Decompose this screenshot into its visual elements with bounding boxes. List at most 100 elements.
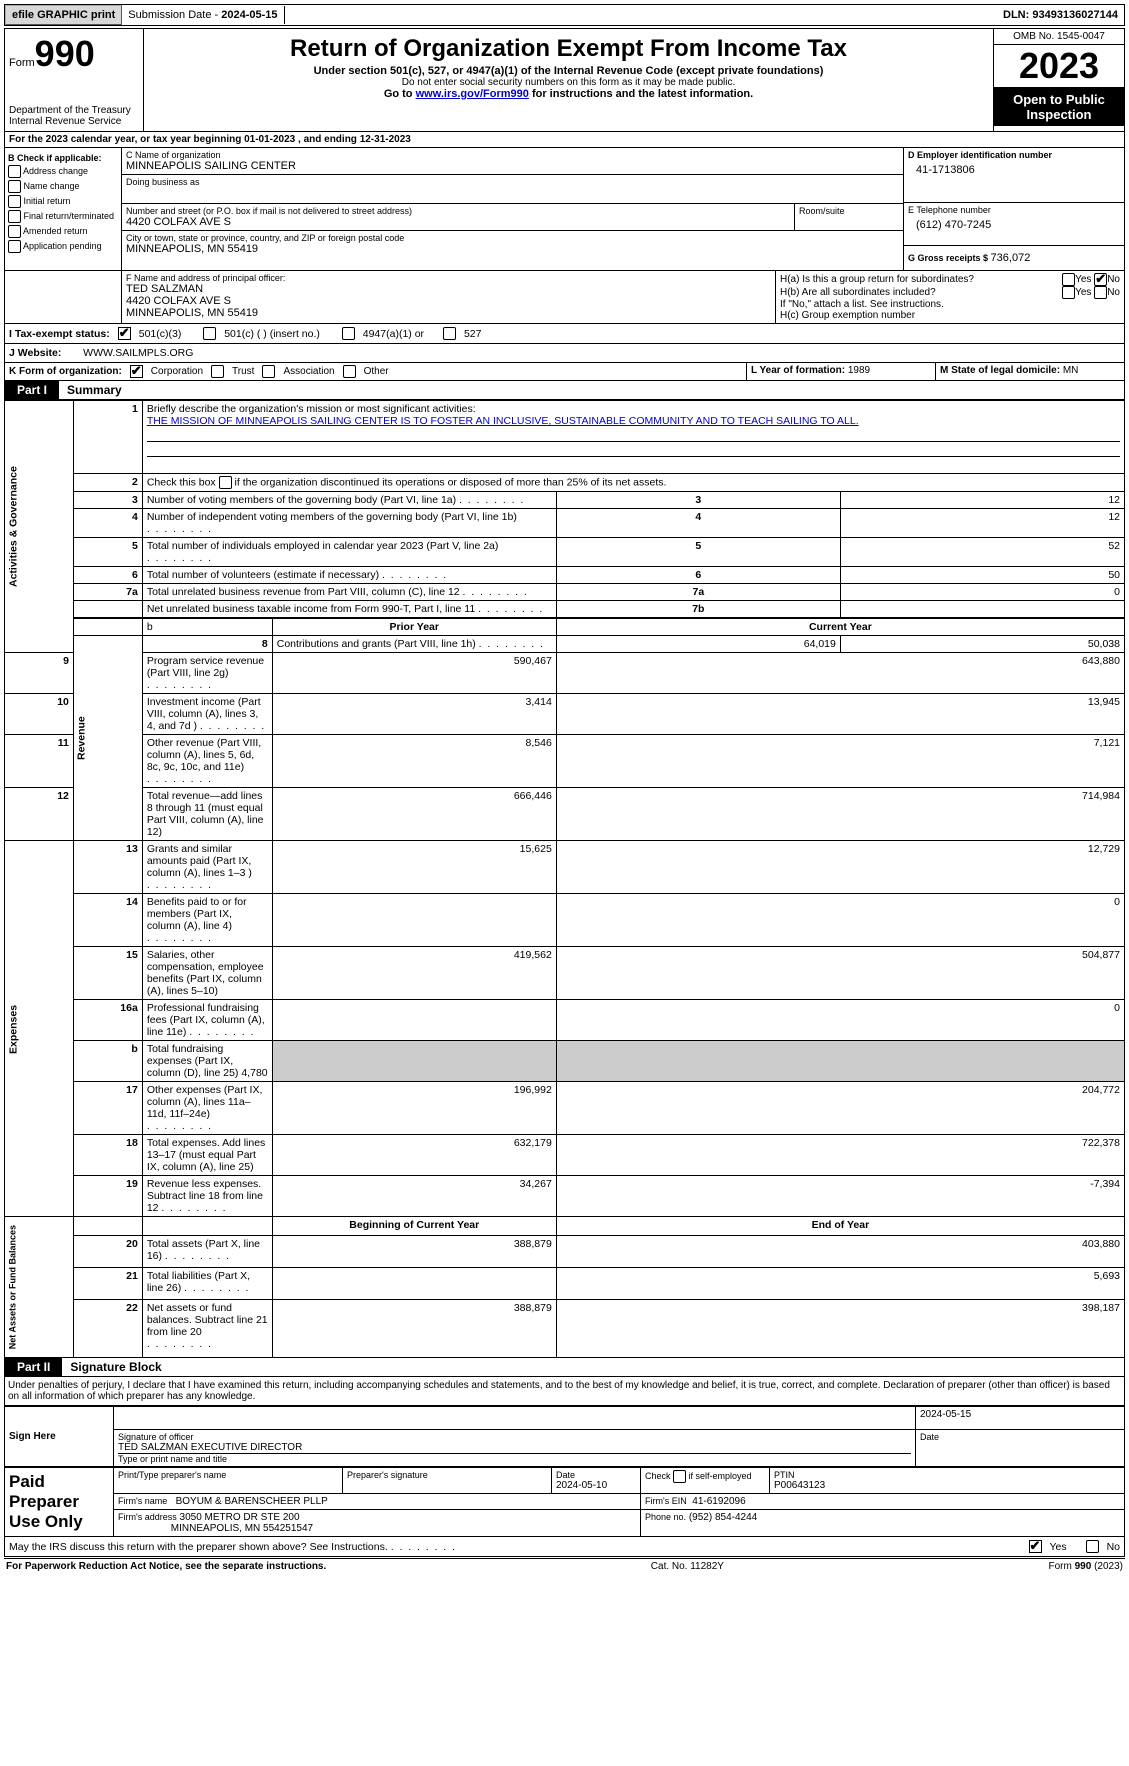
self-employed-checkbox[interactable]: [673, 1470, 686, 1483]
paid-preparer-label: Paid Preparer Use Only: [5, 1468, 114, 1537]
summary-row: 12Total revenue—add lines 8 through 11 (…: [5, 788, 1125, 841]
sign-date: 2024-05-15: [916, 1407, 1125, 1430]
firm-name: BOYUM & BARENSCHEER PLLP: [176, 1496, 328, 1507]
k-other-checkbox[interactable]: [343, 365, 356, 378]
tax-exempt-status-row: I Tax-exempt status: 501(c)(3) 501(c) ( …: [4, 324, 1125, 344]
501c-checkbox[interactable]: [203, 327, 216, 340]
discuss-no-checkbox[interactable]: [1086, 1540, 1099, 1553]
gross-receipts-value: 736,072: [991, 252, 1031, 264]
h-b-label: H(b) Are all subordinates included?: [780, 287, 1062, 298]
address-change-checkbox[interactable]: [8, 165, 21, 178]
summary-row: 7aTotal unrelated business revenue from …: [5, 584, 1125, 601]
org-name: MINNEAPOLIS SAILING CENTER: [126, 160, 899, 172]
org-name-label: C Name of organization: [126, 150, 899, 160]
k-corporation-checkbox[interactable]: [130, 365, 143, 378]
4947-checkbox[interactable]: [342, 327, 355, 340]
application-pending-checkbox[interactable]: [8, 240, 21, 253]
end-year-header: End of Year: [556, 1217, 1124, 1236]
form-subtitle: Under section 501(c), 527, or 4947(a)(1)…: [148, 65, 989, 77]
501c3-checkbox[interactable]: [118, 327, 131, 340]
summary-row: 21Total liabilities (Part X, line 26)5,6…: [5, 1267, 1125, 1299]
street-label: Number and street (or P.O. box if mail i…: [126, 206, 790, 216]
dept-treasury: Department of the Treasury Internal Reve…: [9, 105, 139, 127]
hb-no-checkbox[interactable]: [1094, 286, 1107, 299]
line1-label: Briefly describe the organization's miss…: [147, 403, 476, 415]
summary-row: 10Investment income (Part VIII, column (…: [5, 694, 1125, 735]
omb-number: OMB No. 1545-0047: [994, 29, 1124, 45]
ssn-note: Do not enter social security numbers on …: [148, 77, 989, 88]
phone-label: E Telephone number: [908, 205, 1120, 215]
k-association-checkbox[interactable]: [262, 365, 275, 378]
amended-return-checkbox[interactable]: [8, 225, 21, 238]
firm-addr2: MINNEAPOLIS, MN 554251547: [171, 1523, 313, 1534]
firm-ein: 41-6192096: [692, 1496, 745, 1507]
h-a-label: H(a) Is this a group return for subordin…: [780, 274, 1062, 285]
mission-text: THE MISSION OF MINNEAPOLIS SAILING CENTE…: [147, 415, 859, 427]
top-bar: efile GRAPHIC print Submission Date - 20…: [4, 4, 1125, 26]
line2-text: Check this box if the organization disco…: [142, 474, 1124, 492]
initial-return-checkbox[interactable]: [8, 195, 21, 208]
summary-row: 16aProfessional fundraising fees (Part I…: [5, 1000, 1125, 1041]
summary-row: 6Total number of volunteers (estimate if…: [5, 567, 1125, 584]
summary-row: 14Benefits paid to or for members (Part …: [5, 894, 1125, 947]
efile-print-button[interactable]: efile GRAPHIC print: [5, 5, 122, 25]
discuss-yes-checkbox[interactable]: [1029, 1540, 1042, 1553]
summary-row: 17Other expenses (Part IX, column (A), l…: [5, 1082, 1125, 1135]
ha-no-checkbox[interactable]: [1094, 273, 1107, 286]
officer-label: F Name and address of principal officer:: [126, 273, 771, 283]
summary-row: 22Net assets or fund balances. Subtract …: [5, 1299, 1125, 1357]
summary-table: Activities & Governance 1 Briefly descri…: [4, 400, 1125, 1358]
summary-row: 20Total assets (Part X, line 16)388,8794…: [5, 1235, 1125, 1267]
submission-date: Submission Date - 2024-05-15: [122, 6, 284, 24]
netassets-section-label: Net Assets or Fund Balances: [5, 1217, 74, 1358]
officer-addr1: 4420 COLFAX AVE S: [126, 295, 771, 307]
dba-label: Doing business as: [126, 177, 899, 187]
summary-row: 19Revenue less expenses. Subtract line 1…: [5, 1176, 1125, 1217]
cat-number: Cat. No. 11282Y: [651, 1561, 724, 1572]
summary-row: 3Number of voting members of the governi…: [5, 492, 1125, 509]
form-title: Return of Organization Exempt From Incom…: [148, 35, 989, 63]
summary-row: 15Salaries, other compensation, employee…: [5, 947, 1125, 1000]
room-label: Room/suite: [799, 206, 899, 216]
ha-yes-checkbox[interactable]: [1062, 273, 1075, 286]
part-2-header: Part II Signature Block: [4, 1358, 1125, 1377]
tax-year: 2023: [994, 45, 1124, 88]
sign-here-table: Sign Here 2024-05-15 Signature of office…: [4, 1406, 1125, 1467]
discuss-row: May the IRS discuss this return with the…: [4, 1537, 1125, 1557]
hb-yes-checkbox[interactable]: [1062, 286, 1075, 299]
begin-year-header: Beginning of Current Year: [272, 1217, 556, 1236]
firm-addr1: 3050 METRO DR STE 200: [180, 1512, 300, 1523]
ein-label: D Employer identification number: [908, 150, 1120, 160]
final-return-checkbox[interactable]: [8, 210, 21, 223]
phone-value: (612) 470-7245: [908, 215, 1120, 235]
city-label: City or town, state or province, country…: [126, 233, 899, 243]
gross-receipts-label: G Gross receipts $: [908, 253, 991, 263]
line2-checkbox[interactable]: [219, 476, 232, 489]
expenses-section-label: Expenses: [5, 841, 74, 1217]
summary-row: 4Number of independent voting members of…: [5, 509, 1125, 538]
irs-link[interactable]: www.irs.gov/Form990: [416, 88, 529, 100]
part-1-header: Part I Summary: [4, 381, 1125, 400]
summary-row: 9Program service revenue (Part VIII, lin…: [5, 653, 1125, 694]
ptin-value: P00643123: [774, 1480, 1120, 1491]
form-org-row: K Form of organization: Corporation Trus…: [4, 363, 1125, 381]
website-value: WWW.SAILMPLS.ORG: [83, 347, 193, 359]
line-a: For the 2023 calendar year, or tax year …: [4, 132, 1125, 148]
summary-row: 18Total expenses. Add lines 13–17 (must …: [5, 1135, 1125, 1176]
k-trust-checkbox[interactable]: [211, 365, 224, 378]
paperwork-notice: For Paperwork Reduction Act Notice, see …: [6, 1561, 326, 1572]
city-state-zip: MINNEAPOLIS, MN 55419: [126, 243, 899, 255]
527-checkbox[interactable]: [443, 327, 456, 340]
street-address: 4420 COLFAX AVE S: [126, 216, 790, 228]
preparer-date: 2024-05-10: [556, 1480, 636, 1491]
perjury-statement: Under penalties of perjury, I declare th…: [5, 1377, 1124, 1405]
sign-here-label: Sign Here: [5, 1407, 114, 1467]
year-formation: 1989: [848, 365, 870, 376]
public-inspection: Open to Public Inspection: [994, 88, 1124, 126]
name-change-checkbox[interactable]: [8, 180, 21, 193]
dln: DLN: 93493136027144: [997, 6, 1124, 24]
h-c-label: H(c) Group exemption number: [780, 310, 1120, 321]
ein-value: 41-1713806: [908, 160, 1120, 180]
form-header: Form990 Department of the Treasury Inter…: [4, 28, 1125, 132]
h-b-note: If "No," attach a list. See instructions…: [780, 299, 1120, 310]
